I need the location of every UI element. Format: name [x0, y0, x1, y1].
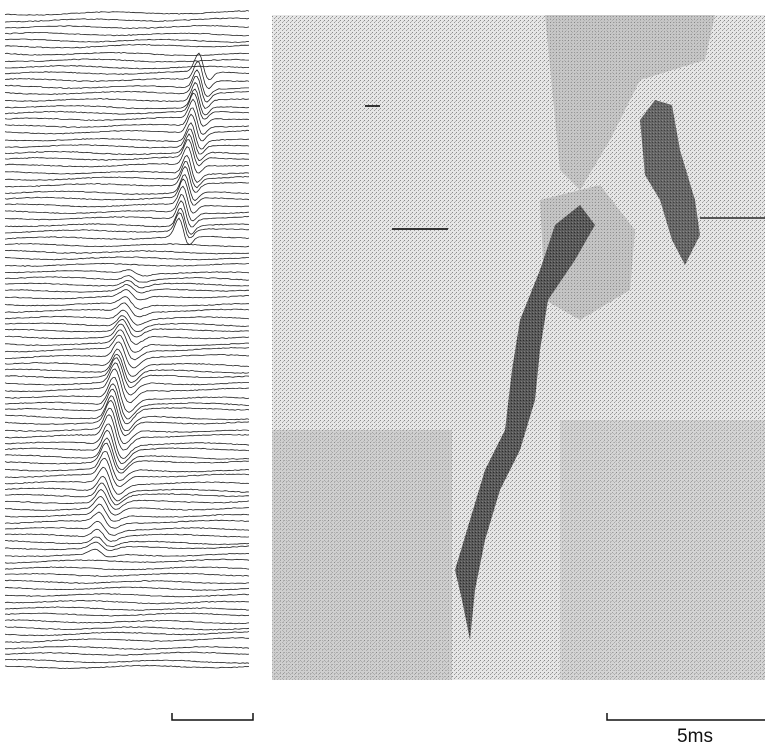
trace	[5, 319, 249, 337]
trace	[5, 59, 249, 62]
trace	[5, 504, 249, 521]
trace	[5, 408, 249, 444]
trace	[5, 665, 249, 668]
trace	[5, 443, 249, 473]
trace	[5, 44, 249, 48]
trace	[5, 377, 249, 412]
trace	[5, 483, 249, 505]
trace	[5, 490, 249, 510]
scale-bar-label: 5ms	[677, 726, 713, 747]
trace	[5, 11, 249, 16]
trace	[5, 134, 249, 161]
shaded-region	[560, 420, 765, 680]
trace	[5, 18, 249, 22]
trace	[5, 587, 249, 590]
density-panel	[272, 15, 765, 680]
trace	[5, 263, 249, 266]
trace	[5, 32, 249, 36]
trace	[5, 620, 249, 624]
trace	[5, 26, 249, 29]
trace	[5, 354, 249, 382]
trace	[5, 363, 249, 395]
trace	[5, 250, 249, 254]
trace	[5, 52, 249, 55]
trace	[5, 537, 249, 547]
trace	[5, 186, 249, 213]
figure: 5ms	[0, 0, 766, 748]
trace	[5, 424, 249, 459]
trace	[5, 659, 249, 663]
trace	[5, 549, 249, 557]
trace	[5, 567, 249, 570]
trace	[5, 627, 249, 631]
trace	[5, 276, 249, 283]
trace	[5, 140, 249, 166]
trace	[5, 66, 249, 69]
trace	[5, 497, 249, 516]
trace	[5, 257, 249, 260]
trace	[5, 62, 249, 89]
shaded-region	[272, 430, 452, 680]
trace	[5, 244, 249, 248]
scale-bar	[172, 713, 253, 720]
trace	[5, 129, 249, 154]
trace	[5, 607, 249, 611]
trace	[5, 342, 249, 368]
trace	[5, 512, 249, 528]
waveform-traces	[5, 11, 249, 669]
trace	[5, 559, 249, 563]
trace	[5, 632, 249, 636]
trace	[5, 39, 249, 42]
trace	[5, 285, 249, 294]
trace	[5, 580, 249, 583]
trace	[5, 638, 249, 643]
trace	[5, 280, 249, 287]
trace	[5, 123, 249, 149]
trace	[5, 613, 249, 616]
trace	[5, 316, 249, 332]
trace	[5, 646, 249, 649]
trace	[5, 573, 249, 576]
scale-bar	[607, 713, 765, 720]
trace	[5, 167, 249, 193]
trace	[5, 594, 249, 597]
trace	[5, 542, 249, 550]
scale-bars: 5ms	[172, 713, 765, 747]
trace	[5, 415, 249, 451]
trace	[5, 652, 249, 655]
trace	[5, 270, 249, 276]
trace	[5, 600, 249, 604]
